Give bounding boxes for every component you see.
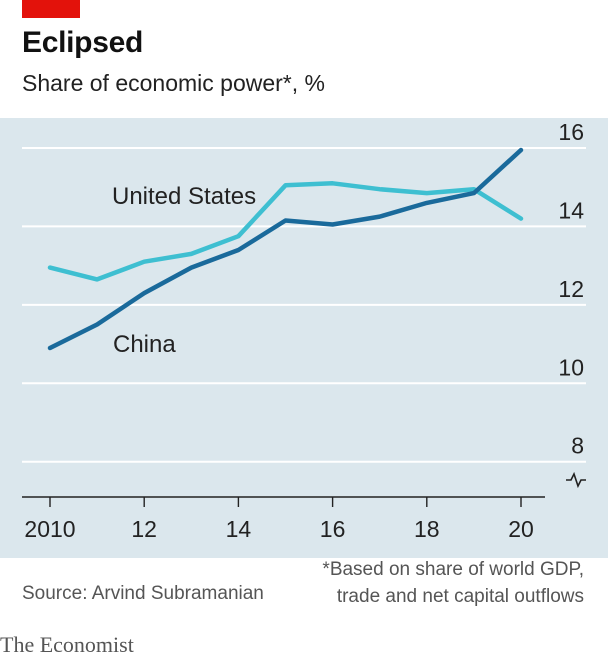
series-line-china <box>47 147 524 351</box>
plot-area: 8 10 12 14 16 2010 12 14 16 18 20 United States Chin… <box>0 118 608 558</box>
line-chart: 8 10 12 14 16 2010 12 14 16 18 20 United States Chin… <box>22 119 586 542</box>
x-tick-label-2010: 2010 <box>24 516 75 542</box>
series-label-china: China <box>113 331 176 358</box>
axis-break-icon <box>566 471 586 489</box>
y-tick-label-8: 8 <box>571 433 584 459</box>
x-tick-label-18: 18 <box>414 516 440 542</box>
footnote: *Based on share of world GDP, trade and … <box>322 556 584 610</box>
brand-red-tab <box>22 0 80 18</box>
chart-title: Eclipsed <box>22 26 143 59</box>
x-tick-label-12: 12 <box>131 516 157 542</box>
source-note: Source: Arvind Subramanian <box>22 583 264 604</box>
y-tick-label-14: 14 <box>558 197 584 223</box>
y-tick-label-12: 12 <box>558 276 584 302</box>
x-tick-label-16: 16 <box>320 516 346 542</box>
x-tick-label-20: 20 <box>508 516 534 542</box>
publisher-logo: The Economist <box>0 632 134 657</box>
chart-subtitle: Share of economic power*, % <box>22 70 325 96</box>
footnote-line-1: *Based on share of world GDP, <box>322 559 584 580</box>
series-label-united-states: United States <box>112 183 256 210</box>
y-tick-label-16: 16 <box>558 119 584 145</box>
series-line-united-states <box>47 181 524 282</box>
footnote-line-2: trade and net capital outflows <box>336 586 584 607</box>
x-tick-label-14: 14 <box>226 516 252 542</box>
y-tick-label-10: 10 <box>558 354 584 380</box>
